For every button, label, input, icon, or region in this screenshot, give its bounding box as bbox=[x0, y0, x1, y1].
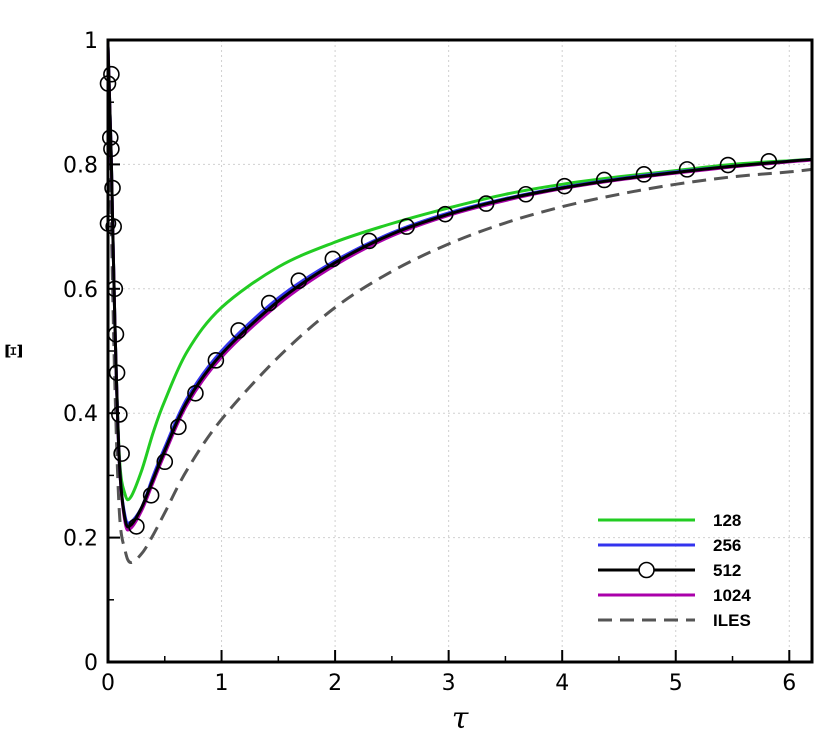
x-tick-label: 4 bbox=[555, 671, 569, 696]
legend-label-128: 128 bbox=[713, 511, 741, 530]
marker-512 bbox=[260, 294, 278, 312]
marker-512 bbox=[103, 140, 120, 158]
series-line-1024 bbox=[106, 46, 813, 532]
marker-512 bbox=[108, 364, 126, 382]
x-tick-label: 0 bbox=[101, 671, 115, 696]
marker-512 bbox=[324, 250, 342, 268]
marker-512 bbox=[156, 453, 174, 471]
x-tick-label: 1 bbox=[215, 671, 229, 696]
marker-512 bbox=[477, 195, 495, 212]
x-tick-label: 6 bbox=[782, 671, 796, 696]
y-tick-label: 0.6 bbox=[63, 278, 98, 303]
marker-512 bbox=[105, 218, 122, 235]
marker-512 bbox=[595, 171, 613, 189]
y-axis-title: Ξ bbox=[2, 343, 28, 358]
marker-512 bbox=[436, 205, 454, 223]
series-line-ILES bbox=[106, 46, 813, 564]
legend-marker-512 bbox=[638, 561, 655, 579]
marker-512 bbox=[187, 384, 204, 402]
x-axis-title: τ bbox=[452, 701, 469, 736]
marker-512 bbox=[230, 322, 247, 339]
marker-512 bbox=[360, 232, 378, 250]
marker-512 bbox=[517, 185, 535, 203]
marker-512 bbox=[101, 129, 119, 146]
series-line-256 bbox=[106, 46, 813, 525]
marker-512 bbox=[111, 406, 128, 423]
legend-label-256: 256 bbox=[713, 536, 741, 555]
grid bbox=[108, 40, 812, 662]
y-tick-label: 0.4 bbox=[63, 402, 98, 427]
marker-512 bbox=[113, 445, 130, 462]
marker-512 bbox=[128, 518, 145, 535]
axis-ticks: 0 1 2 3 4 5 6 0 0.2 0.4 0.6 0.8 1 bbox=[63, 29, 796, 696]
marker-512 bbox=[207, 352, 225, 369]
marker-512 bbox=[170, 418, 187, 436]
x-tick-label: 3 bbox=[442, 671, 456, 696]
marker-512 bbox=[760, 152, 778, 170]
x-tick-label: 5 bbox=[669, 671, 683, 696]
marker-512 bbox=[719, 156, 737, 174]
legend-label-1024: 1024 bbox=[713, 586, 751, 605]
curves bbox=[106, 46, 813, 564]
marker-512 bbox=[103, 65, 120, 83]
legend-label-ILES: ILES bbox=[713, 611, 751, 630]
marker-512 bbox=[678, 161, 696, 178]
y-tick-label: 0.2 bbox=[63, 527, 98, 552]
marker-512 bbox=[398, 218, 415, 235]
marker-512 bbox=[635, 166, 653, 183]
marker-512 bbox=[290, 272, 308, 290]
y-tick-label: 1 bbox=[84, 29, 98, 54]
marker-512 bbox=[142, 487, 160, 504]
legend-label-512: 512 bbox=[713, 561, 741, 580]
y-tick-label: 0.8 bbox=[63, 153, 98, 178]
x-tick-label: 2 bbox=[328, 671, 342, 696]
series-line-512 bbox=[106, 46, 813, 529]
markers-512 bbox=[99, 65, 778, 535]
marker-512 bbox=[556, 177, 573, 195]
legend: 128 256 512 1024 ILES bbox=[598, 511, 751, 630]
series-line-128 bbox=[106, 46, 813, 502]
plot-frame bbox=[106, 38, 814, 664]
y-tick-label: 0 bbox=[84, 651, 98, 676]
marker-512 bbox=[104, 179, 121, 197]
